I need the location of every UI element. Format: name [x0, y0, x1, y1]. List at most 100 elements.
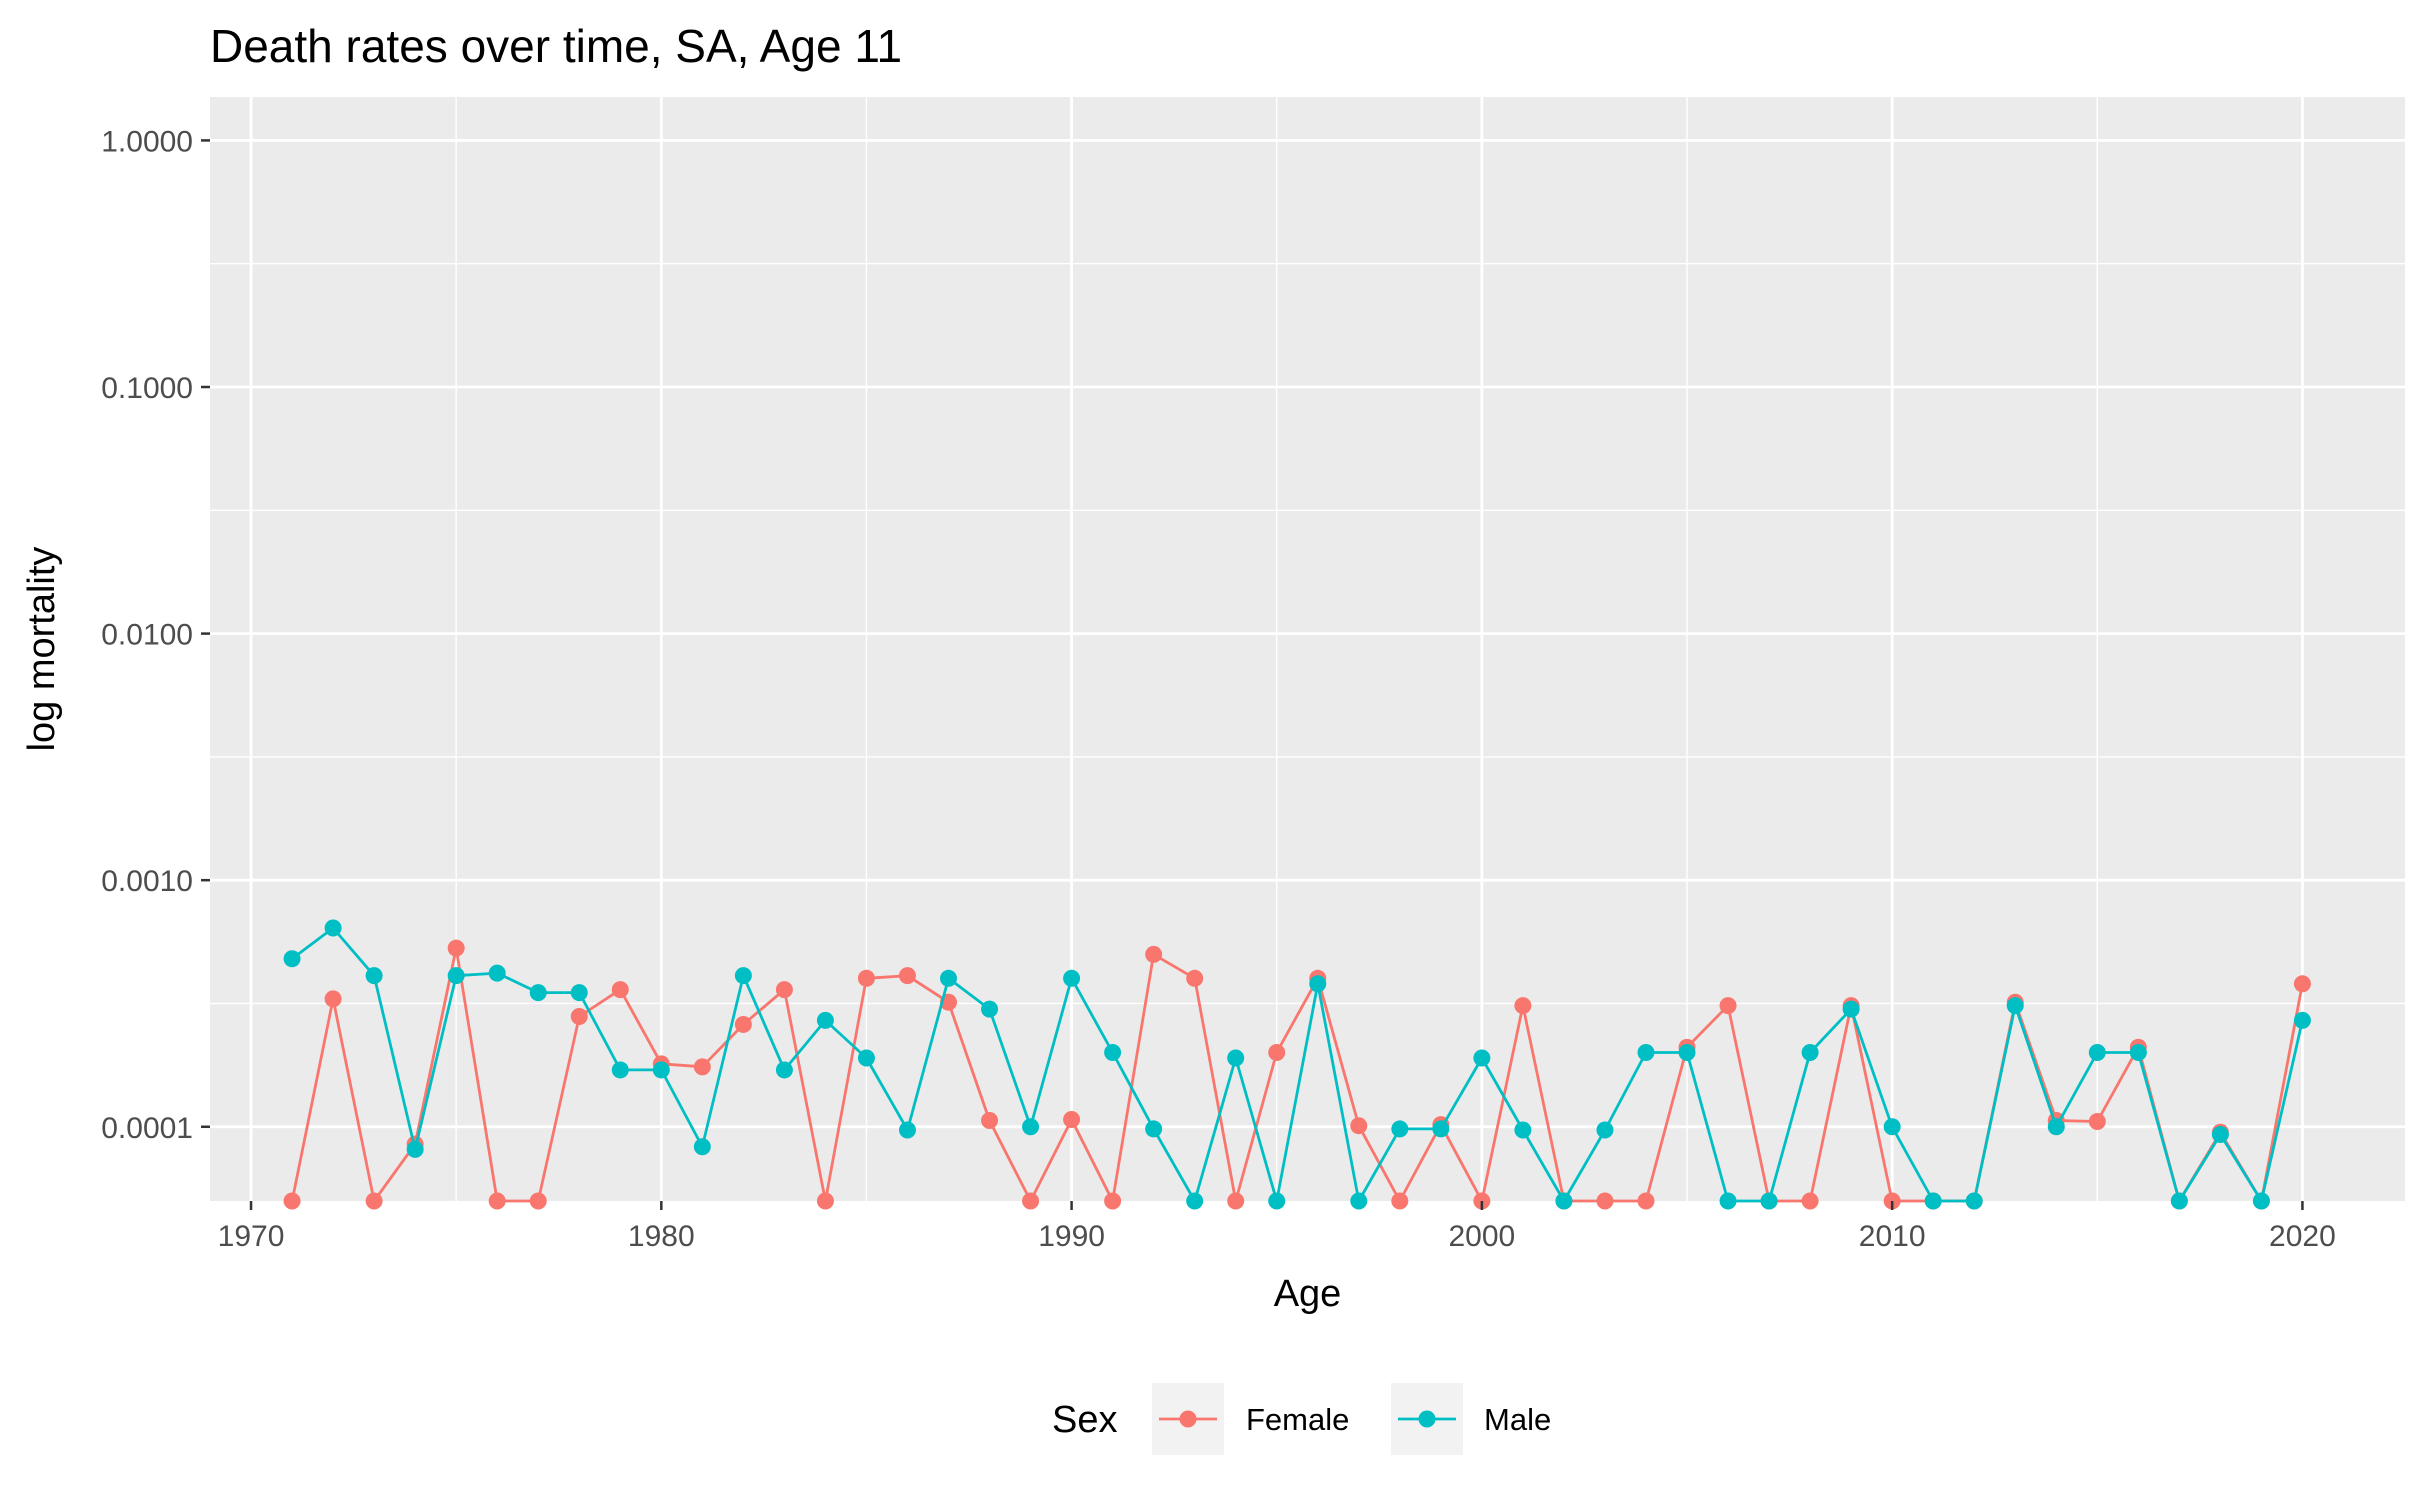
legend-item-male: Male [1391, 1383, 1551, 1455]
legend-label-male: Male [1484, 1402, 1551, 1437]
data-point-male [693, 1138, 711, 1156]
data-point-male [2170, 1192, 2188, 1210]
data-point-female [1268, 1044, 1286, 1062]
data-point-female [1186, 969, 1204, 987]
data-point-male [1227, 1049, 1245, 1067]
data-point-male [1473, 1049, 1491, 1067]
data-point-male [1760, 1192, 1778, 1210]
axis-ticks [201, 139, 2304, 1210]
x-tick-label: 2020 [2269, 1220, 2336, 1253]
data-point-female [1719, 997, 1737, 1015]
data-point-male [447, 967, 465, 985]
data-point-female [775, 981, 793, 999]
data-point-male [2088, 1044, 2106, 1062]
data-point-male [981, 1000, 999, 1018]
data-point-female [981, 1112, 999, 1130]
data-point-male [1965, 1192, 1983, 1210]
data-point-male [283, 950, 301, 968]
data-point-female [816, 1192, 834, 1210]
data-point-male [1391, 1120, 1409, 1138]
data-point-male [898, 1121, 916, 1139]
data-point-male [1309, 975, 1327, 993]
x-tick-label: 1970 [218, 1220, 285, 1253]
data-point-male [2047, 1118, 2065, 1136]
data-point-male [1022, 1118, 1040, 1136]
data-point-female [529, 1192, 547, 1210]
data-point-male [406, 1140, 424, 1158]
data-point-male [940, 969, 958, 987]
y-tick-label: 0.1000 [101, 372, 193, 405]
data-point-female [1514, 997, 1532, 1015]
y-tick-label: 0.0010 [101, 865, 193, 898]
data-point-male [1719, 1192, 1737, 1210]
series-male [283, 919, 2311, 1210]
data-point-male [734, 967, 752, 985]
data-point-male [1186, 1192, 1204, 1210]
data-point-male [1104, 1044, 1122, 1062]
data-point-male [2293, 1011, 2311, 1029]
data-point-male [1883, 1118, 1901, 1136]
data-point-female [693, 1058, 711, 1076]
data-point-male [1514, 1121, 1532, 1139]
data-point-female [1391, 1192, 1409, 1210]
y-axis-title: log mortality [21, 547, 63, 752]
data-point-female [1022, 1192, 1040, 1210]
data-point-female [1227, 1192, 1245, 1210]
data-point-female [488, 1192, 506, 1210]
data-point-female [324, 990, 342, 1008]
data-point-female [1104, 1192, 1122, 1210]
data-point-male [857, 1049, 875, 1067]
data-point-female [365, 1192, 383, 1210]
data-point-male [1432, 1120, 1450, 1138]
y-tick-labels: 0.0001 0.0010 0.0100 0.1000 1.0000 [101, 125, 193, 1144]
data-point-female [447, 939, 465, 957]
x-tick-label: 2010 [1859, 1220, 1926, 1253]
data-point-male [2006, 997, 2024, 1015]
data-point-female [570, 1008, 588, 1026]
data-point-male [775, 1061, 793, 1079]
chart-title: Death rates over time, SA, Age 11 [210, 20, 902, 72]
data-point-male [611, 1061, 629, 1079]
data-point-male [2129, 1044, 2147, 1062]
data-point-male [1596, 1121, 1614, 1139]
data-point-male [652, 1061, 670, 1079]
data-point-female [1145, 945, 1163, 963]
y-tick-label: 0.0100 [101, 619, 193, 652]
data-point-male [1555, 1192, 1573, 1210]
data-point-male [2252, 1192, 2270, 1210]
data-point-female [611, 981, 629, 999]
data-point-female [1801, 1192, 1819, 1210]
legend-item-female: Female [1152, 1383, 1349, 1455]
legend-key-point-female [1179, 1410, 1197, 1428]
x-axis-title: Age [1274, 1273, 1342, 1315]
data-point-male [324, 919, 342, 937]
data-point-male [1350, 1192, 1368, 1210]
data-point-male [488, 964, 506, 982]
data-point-female [734, 1015, 752, 1033]
x-tick-label: 1980 [628, 1220, 695, 1253]
data-point-male [1063, 969, 1081, 987]
data-point-female [1596, 1192, 1614, 1210]
data-point-female [2293, 975, 2311, 993]
data-point-male [1145, 1120, 1163, 1138]
x-tick-labels: 1970 1980 1990 2000 2010 2020 [218, 1220, 2336, 1253]
data-point-male [1842, 1000, 1860, 1018]
data-point-female [283, 1192, 301, 1210]
y-tick-label: 0.0001 [101, 1112, 193, 1145]
x-tick-label: 1990 [1038, 1220, 1105, 1253]
data-point-male [529, 984, 547, 1002]
major-gridlines [210, 97, 2405, 1201]
series-layer [283, 919, 2311, 1210]
data-point-male [1678, 1044, 1696, 1062]
data-point-male [1268, 1192, 1286, 1210]
data-point-female [857, 969, 875, 987]
data-point-male [1801, 1044, 1819, 1062]
legend-key-point-male [1418, 1410, 1436, 1428]
data-point-female [2088, 1113, 2106, 1131]
y-tick-label: 1.0000 [101, 125, 193, 158]
data-point-male [365, 967, 383, 985]
data-point-female [1350, 1117, 1368, 1135]
legend-label-female: Female [1246, 1402, 1349, 1437]
data-point-female [898, 967, 916, 985]
